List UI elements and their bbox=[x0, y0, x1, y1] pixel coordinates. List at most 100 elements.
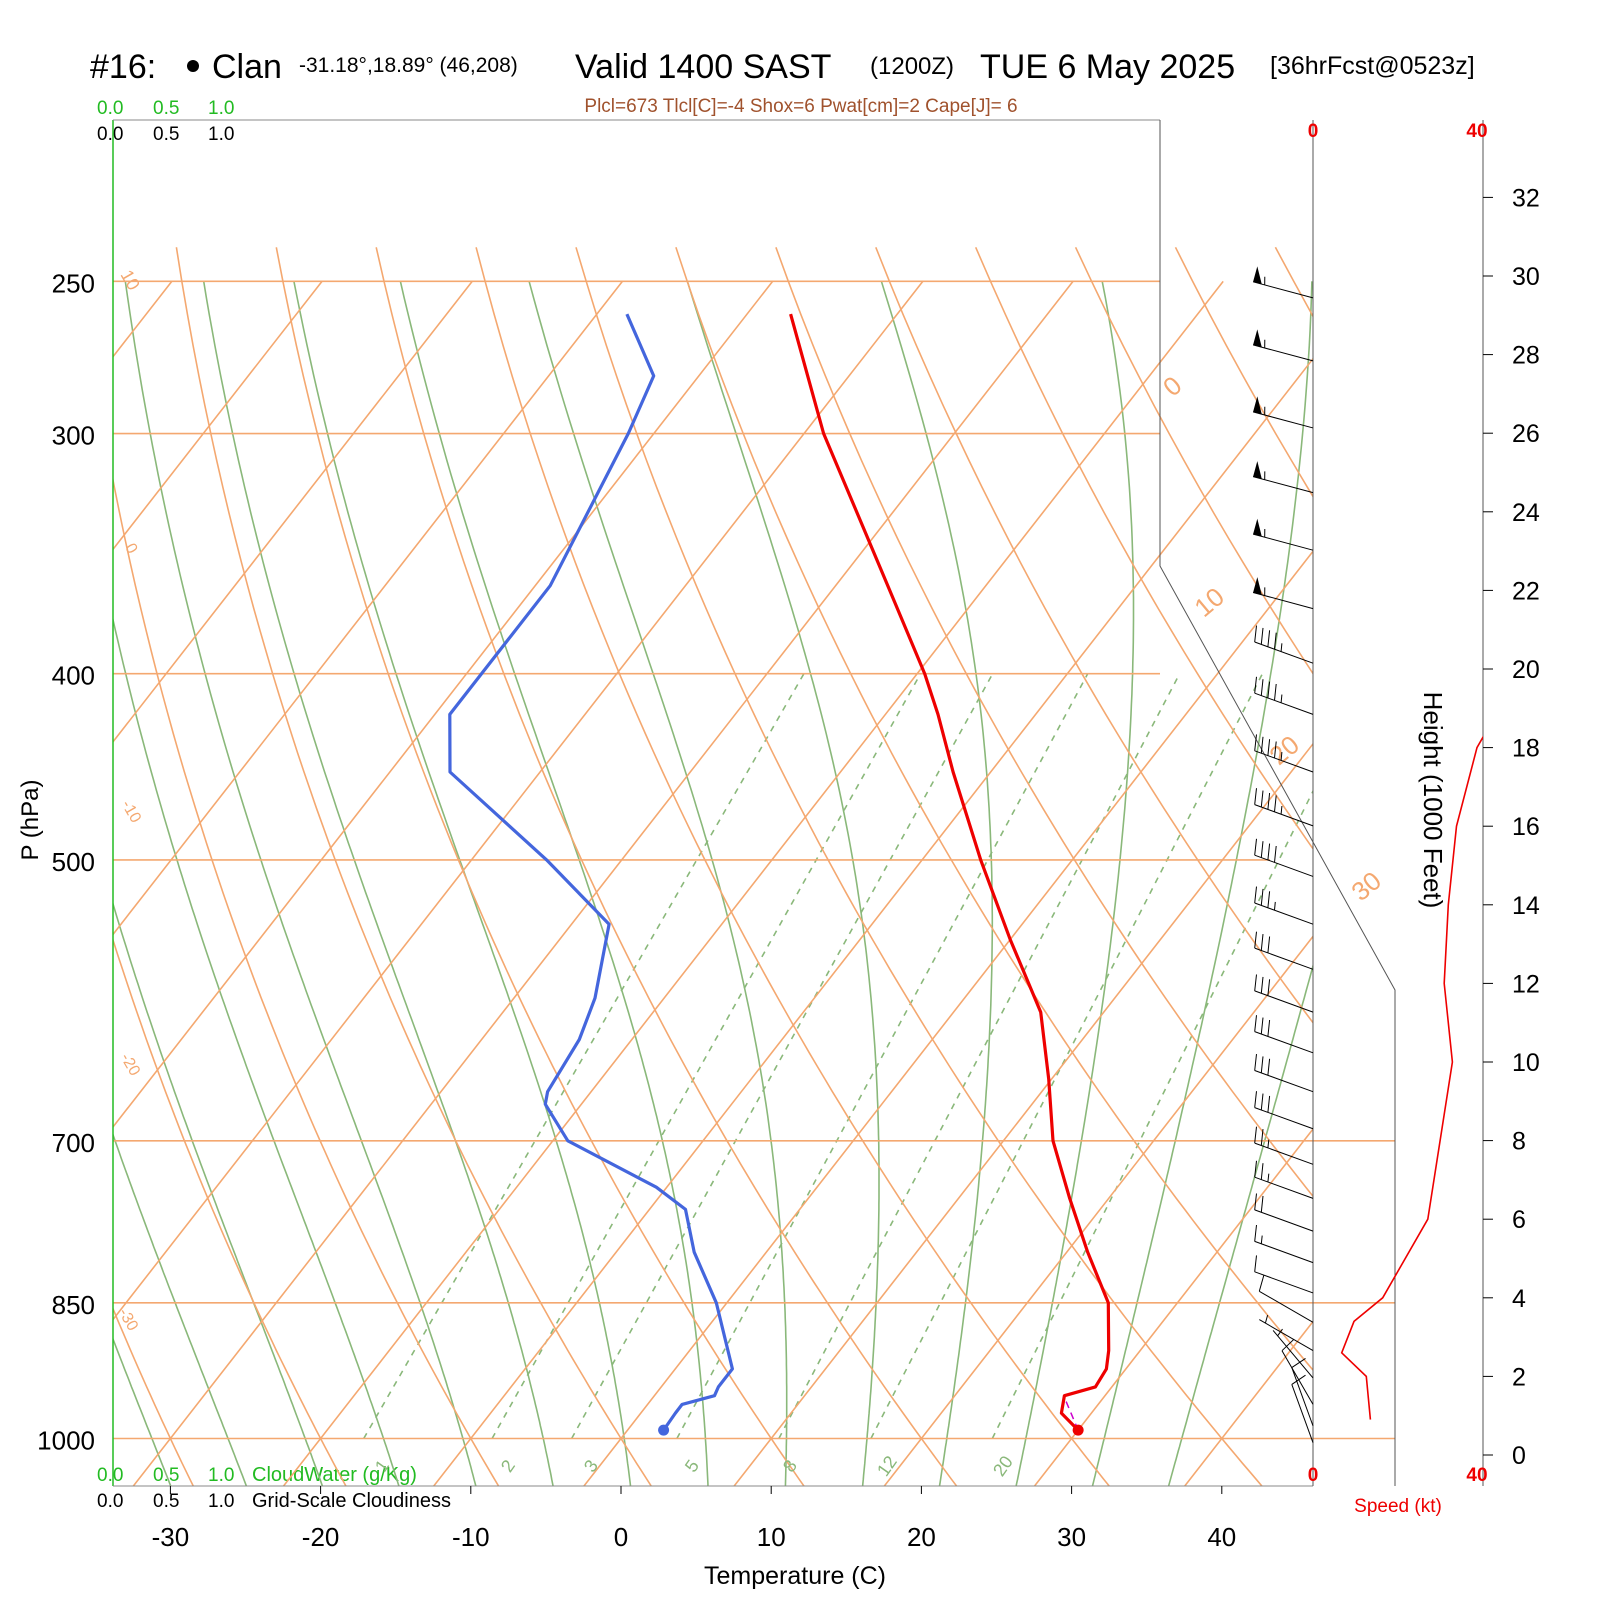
wind-barb bbox=[1254, 1160, 1314, 1199]
station-marker-icon bbox=[187, 60, 199, 72]
isotherm bbox=[113, 280, 774, 1129]
dry-adiabat bbox=[113, 1306, 195, 1486]
moist-adiabat bbox=[202, 281, 554, 1486]
bottom-legend: 0.0 0.5 1.0 CloudWater (g/Kg) 0.0 0.5 1.… bbox=[97, 1464, 451, 1512]
wind-barb bbox=[1291, 1374, 1314, 1443]
cloudwater-label: CloudWater (g/Kg) bbox=[252, 1464, 417, 1486]
legend-bottom-black-1: 0.5 bbox=[153, 1491, 179, 1512]
dry-adiabats bbox=[0, 246, 1600, 1518]
dry-adiabat bbox=[675, 247, 1313, 1372]
wind-barb bbox=[1252, 329, 1314, 362]
mixing-ratio-lines bbox=[363, 673, 1313, 1439]
height-tick-label: 20 bbox=[1512, 656, 1540, 684]
dry-adiabat bbox=[113, 937, 347, 1486]
x-tick-label: -20 bbox=[302, 1522, 340, 1552]
x-axis-title: Temperature (C) bbox=[704, 1562, 886, 1590]
speed-tick-top: 0 bbox=[1308, 121, 1319, 142]
height-tick-label: 2 bbox=[1512, 1363, 1526, 1391]
wind-barb bbox=[1252, 396, 1314, 429]
mixing-ratio-label: 5 bbox=[681, 1456, 703, 1476]
isotherm bbox=[432, 357, 1313, 1486]
moist-adiabat bbox=[1091, 281, 1313, 1486]
isotherm bbox=[113, 280, 924, 1321]
mixing-ratio-label: 3 bbox=[580, 1456, 602, 1476]
mixing-ratio-label: 8 bbox=[779, 1456, 801, 1476]
pressure-tick-1000: 1000 bbox=[37, 1426, 95, 1456]
height-tick-label: 28 bbox=[1512, 342, 1540, 370]
zulu-time: (1200Z) bbox=[870, 53, 954, 80]
legend-top-green-0: 0.0 bbox=[97, 98, 123, 119]
isotherms bbox=[113, 280, 1600, 1518]
dry-adiabat bbox=[275, 247, 805, 1486]
mixing-ratio-line bbox=[870, 673, 1264, 1439]
moist-adiabat bbox=[0, 281, 108, 1518]
moist-adiabat bbox=[113, 1336, 172, 1486]
dry-adiabat bbox=[1074, 246, 1313, 676]
isobars bbox=[113, 280, 1395, 1440]
moist-adiabat bbox=[124, 281, 477, 1486]
plot-right-boundary bbox=[1159, 120, 1396, 1486]
height-tick-label: 18 bbox=[1512, 735, 1540, 763]
height-tick-label: 4 bbox=[1512, 1285, 1526, 1313]
x-tick-label: -10 bbox=[452, 1522, 490, 1552]
y-axis-title: P (hPa) bbox=[17, 780, 44, 861]
mixing-ratio-label: 20 bbox=[989, 1452, 1017, 1480]
moist-adiabat bbox=[1015, 281, 1135, 1486]
station-coords: -31.18°,18.89° (46,208) bbox=[299, 54, 518, 77]
x-tick-label: 20 bbox=[907, 1522, 936, 1552]
wind-barb bbox=[1252, 518, 1314, 551]
x-tick-label: 40 bbox=[1207, 1522, 1236, 1552]
wind-barb bbox=[1252, 577, 1314, 610]
isotherm bbox=[582, 550, 1313, 1486]
legend-bottom-black-0: 0.0 bbox=[97, 1491, 123, 1512]
isotherm-label: 0 bbox=[121, 541, 140, 557]
moist-adiabat bbox=[113, 1132, 248, 1486]
wind-barb bbox=[1281, 1338, 1314, 1405]
isotherm-label: 0 bbox=[1157, 370, 1187, 402]
pressure-tick-400: 400 bbox=[52, 661, 95, 691]
station-name: Clan bbox=[212, 48, 282, 86]
x-tick-label: 30 bbox=[1057, 1522, 1086, 1552]
mixing-ratio-line bbox=[676, 673, 1089, 1439]
valid-time: Valid 1400 SAST bbox=[575, 48, 831, 86]
dry-adiabat bbox=[1375, 247, 1600, 1518]
dry-adiabat bbox=[375, 247, 958, 1486]
dry-adiabat bbox=[0, 247, 55, 1518]
dewpoint-line bbox=[448, 313, 735, 1432]
wind-barb bbox=[1254, 1054, 1314, 1093]
forecast-info: [36hrFcst@0523z] bbox=[1270, 52, 1475, 80]
isotherm bbox=[113, 280, 173, 359]
x-tick-label: -30 bbox=[152, 1522, 190, 1552]
pressure-tick-850: 850 bbox=[52, 1290, 95, 1320]
wind-barb bbox=[1254, 886, 1314, 925]
height-tick-label: 24 bbox=[1512, 499, 1540, 527]
isotherm bbox=[113, 280, 323, 551]
wind-barb bbox=[1254, 734, 1314, 773]
pressure-tick-300: 300 bbox=[52, 421, 95, 451]
cloudiness-label: Grid-Scale Cloudiness bbox=[252, 1490, 451, 1512]
mixing-ratio-label: 12 bbox=[873, 1452, 901, 1480]
x-tick-label: 10 bbox=[757, 1522, 786, 1552]
surface-temperature-marker bbox=[1072, 1424, 1084, 1436]
legend-top-black-2: 1.0 bbox=[208, 124, 234, 145]
sounding-profiles bbox=[448, 313, 1111, 1436]
moist-adiabat bbox=[293, 281, 632, 1486]
wind-barb bbox=[1252, 266, 1314, 299]
isotherm-label: 30 bbox=[1345, 865, 1386, 907]
isotherm bbox=[1310, 281, 1600, 1518]
legend-top-black-0: 0.0 bbox=[97, 124, 123, 145]
surface-dewpoint-marker bbox=[658, 1424, 670, 1436]
height-tick-label: 16 bbox=[1512, 813, 1540, 841]
mixing-ratio-line bbox=[570, 673, 994, 1439]
dry-adiabat bbox=[113, 475, 500, 1486]
isotherm-label: -30 bbox=[115, 1305, 141, 1334]
isotherm bbox=[113, 280, 473, 744]
isotherm-label: 10 bbox=[1188, 581, 1229, 623]
speed-profile bbox=[1340, 735, 1483, 1420]
legend-top-black-1: 0.5 bbox=[153, 124, 179, 145]
isotherm bbox=[733, 742, 1313, 1486]
dry-adiabat bbox=[175, 247, 653, 1486]
isotherm-label: -10 bbox=[118, 797, 144, 826]
wind-barb bbox=[1272, 1328, 1314, 1379]
